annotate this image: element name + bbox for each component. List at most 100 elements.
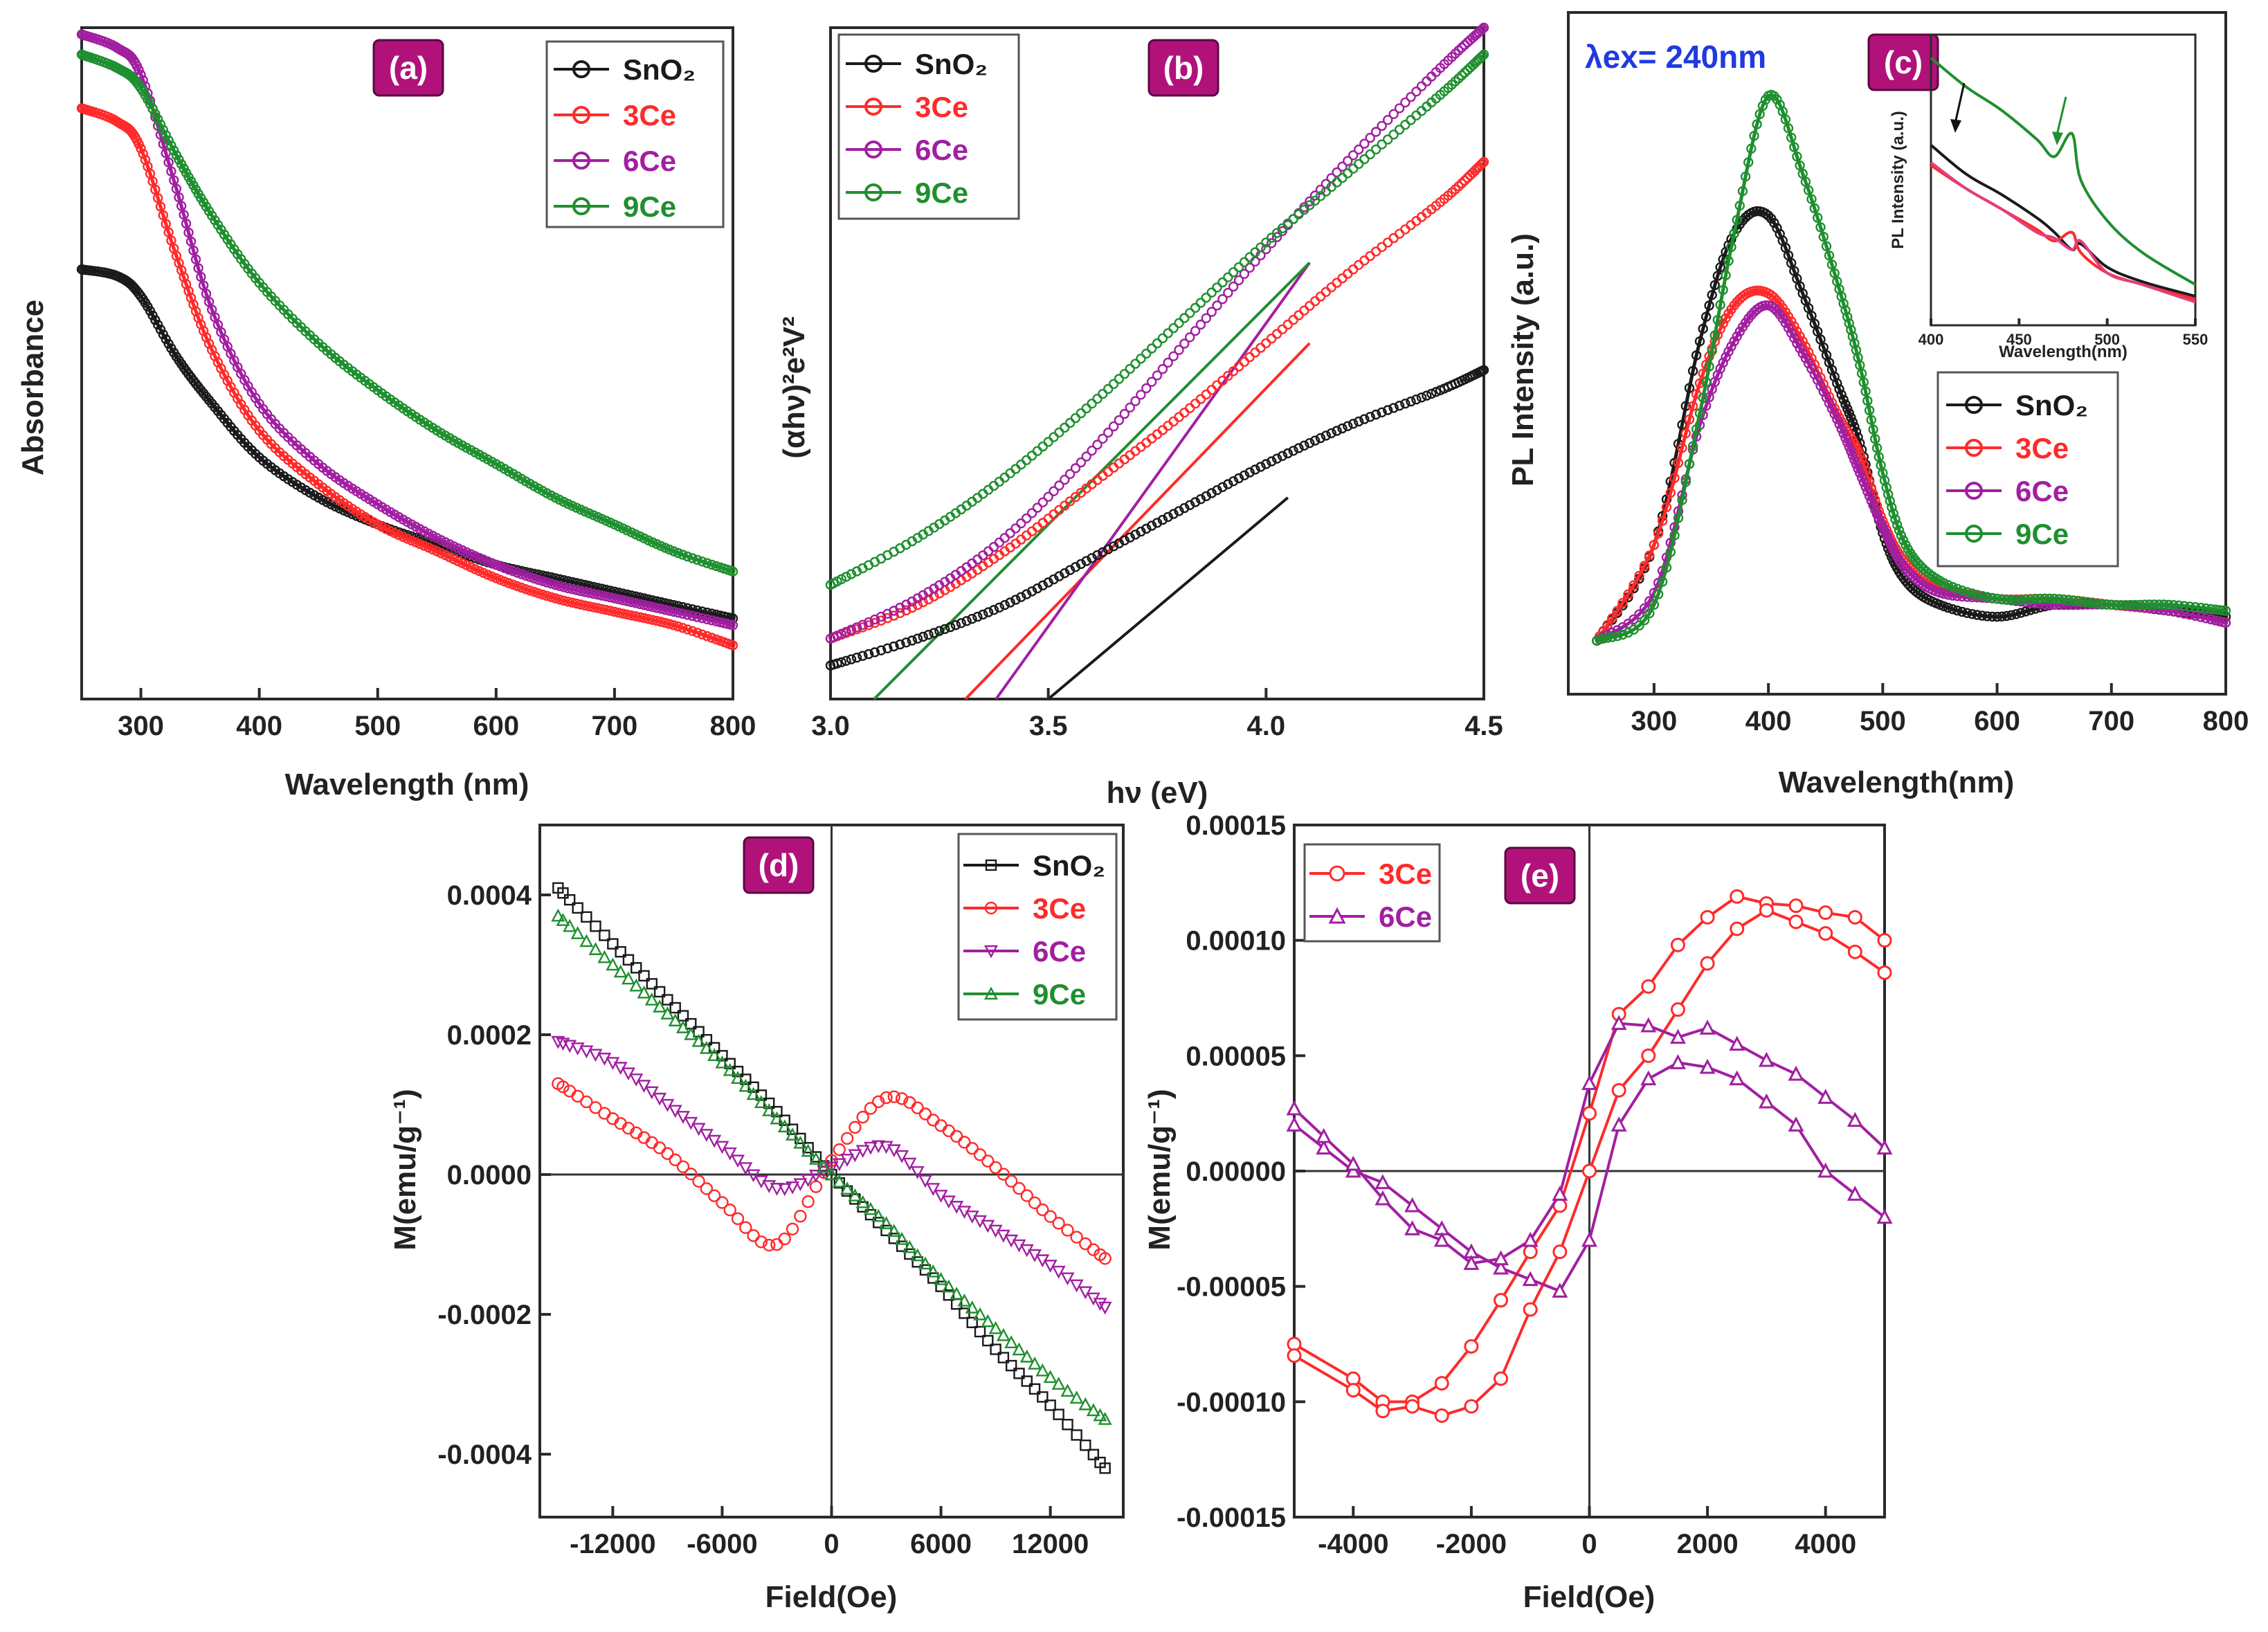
panel-b-3ce-marker: [1460, 175, 1470, 186]
panel-c-9ce-marker: [1912, 558, 1923, 569]
panel-d-marker-sno2: [581, 911, 592, 923]
panel-d-marker-3ce: [981, 1154, 995, 1168]
panel-c-sno2-marker: [1997, 611, 2007, 622]
panel-a-3ce-marker: [664, 619, 675, 629]
panel-a-3ce-marker: [529, 587, 539, 597]
panel-c-inset-line-sno2: [1930, 144, 2196, 298]
panel-a-sno2-marker: [682, 603, 693, 613]
panel-b-9ce-marker: [1163, 328, 1173, 338]
panel-c-series: [1592, 89, 2231, 646]
panel-c-6ce-marker: [1803, 358, 1814, 369]
panel-c-3ce-marker: [1684, 414, 1695, 425]
panel-d-marker-3ce: [958, 1136, 971, 1149]
panel-c-6ce-marker: [1789, 333, 1799, 343]
panel-c-9ce-marker: [1772, 94, 1782, 105]
panel-c-sno2-marker: [1836, 390, 1847, 400]
panel-b-9ce-marker: [1250, 247, 1260, 257]
panel-c-9ce-marker: [2121, 600, 2131, 610]
panel-d-marker-3ce: [556, 1080, 570, 1094]
panel-b-6ce-marker: [1081, 451, 1091, 462]
legend-marker-6ce: [572, 152, 590, 170]
panel-c-inset-arrowhead-2: [2052, 132, 2063, 145]
panel-d-ytick-label: -0.0004: [437, 1440, 532, 1470]
panel-b-series-3ce: [825, 156, 1489, 644]
panel-c-9ce-marker: [1786, 132, 1797, 143]
panel-a-3ce-marker: [138, 148, 148, 159]
panel-e-marker-3ce: [1700, 909, 1715, 925]
panel-d-marker-6ce: [588, 1049, 603, 1062]
panel-c-ylabel: PL Intensity (a.u.): [1506, 233, 1540, 487]
panel-b-6ce-marker: [1114, 415, 1125, 426]
panel-b-sno2-marker: [1163, 511, 1173, 523]
panel-b-6ce-marker: [1271, 232, 1282, 242]
panel-d-marker-3ce: [676, 1160, 690, 1173]
panel-b-fit-6ce: [995, 262, 1311, 700]
panel-e-marker-3ce: [1788, 914, 1804, 930]
panel-e-xtick-label: 4000: [1795, 1529, 1856, 1559]
panel-e-marker-6ce: [1699, 1058, 1716, 1074]
panel-e-marker-3ce: [1434, 1376, 1449, 1391]
panel-a-9ce-marker: [692, 554, 702, 565]
panel-b-sno2-marker: [895, 639, 905, 650]
panel-d-marker-3ce: [864, 1102, 878, 1115]
panel-e-marker-6ce: [1758, 1093, 1775, 1109]
panel-c-3ce-marker: [1769, 292, 1779, 303]
panel-c-inset-xtick-label: 550: [2183, 331, 2208, 348]
panel-c-9ce-marker: [1732, 215, 1742, 225]
panel-d-marker-6ce: [621, 1067, 635, 1081]
panel-b-sno2-marker: [1119, 535, 1130, 545]
panel-a-9ce-marker: [682, 551, 693, 562]
panel-a-9ce-marker: [702, 558, 712, 568]
panel-c-9ce-marker: [1992, 593, 2002, 604]
panel-d-label: (d): [759, 847, 799, 883]
panel-a-6ce-marker: [136, 69, 146, 80]
panel-c-9ce-marker: [2015, 595, 2026, 605]
panel-b-sno2-marker: [988, 605, 999, 615]
panel-d-series: [551, 882, 1112, 1474]
panel-b-sno2-marker: [1277, 451, 1288, 461]
panel-a-label-badge: [372, 39, 444, 97]
panel-c-9ce-marker: [1891, 520, 1903, 530]
panel-d-marker-6ce: [653, 1092, 667, 1106]
panel-c-9ce-marker: [1987, 592, 1997, 604]
panel-d-marker-3ce: [1044, 1210, 1057, 1223]
panel-c-x-ticks: 300 400 500 600 700 800: [1631, 683, 2249, 736]
panel-b-sno2-marker: [1152, 518, 1163, 528]
panel-d-ticks: -12000 -6000 0 6000 12000 -0.0004 -0.0002 0.000…: [437, 880, 1089, 1559]
panel-c-6ce-marker: [2168, 606, 2179, 617]
panel-d-marker-9ce: [926, 1264, 941, 1278]
panel-c-9ce-marker: [1967, 588, 1977, 599]
panel-c-xtick-label: 400: [1745, 706, 1792, 736]
panel-e-marker-3ce: [1641, 1048, 1656, 1063]
panel-b-sno2-marker: [994, 602, 1005, 613]
panel-d-marker-6ce: [770, 1183, 784, 1196]
panel-a-6ce-marker: [183, 227, 194, 238]
panel-c-sno2-marker: [1987, 611, 1997, 622]
panel-c-6ce-marker: [2049, 599, 2060, 610]
panel-d-marker-9ce: [668, 1013, 682, 1026]
panel-a-legend: SnO₂ 3Ce 6Ce 9Ce: [545, 40, 725, 228]
panel-d-marker-6ce: [551, 1035, 565, 1049]
panel-c-9ce-marker: [1726, 242, 1736, 253]
panel-d-marker-3ce: [984, 901, 998, 915]
panel-b-sno2-marker: [1098, 547, 1108, 557]
legend-marker-sno2: [572, 60, 590, 78]
panel-e-marker-6ce: [1669, 1054, 1686, 1069]
panel-c-9ce-marker: [1894, 525, 1905, 536]
panel-b-6ce-marker: [1070, 463, 1081, 473]
panel-d-legend: SnO₂ 3Ce 6Ce 9Ce: [957, 833, 1118, 1021]
panel-c-sno2-marker: [1691, 350, 1702, 361]
panel-c-9ce-marker: [2096, 599, 2107, 609]
panel-c-9ce-marker: [1684, 459, 1695, 469]
panel-c-label: (c): [1884, 44, 1923, 80]
panel-c-6ce-marker: [1634, 609, 1644, 619]
panel-d-marker-6ce: [918, 1175, 932, 1188]
panel-e-marker-3ce: [1464, 1399, 1479, 1414]
panel-c-6ce-marker: [1800, 353, 1811, 363]
panel-e-xtick-label: 0: [1581, 1529, 1597, 1559]
panel-d-marker-6ce: [801, 1174, 815, 1188]
panel-e-marker-6ce: [1286, 1100, 1303, 1116]
panel-c-9ce-marker: [1952, 583, 1963, 594]
panel-d-marker-3ce: [911, 1101, 924, 1114]
